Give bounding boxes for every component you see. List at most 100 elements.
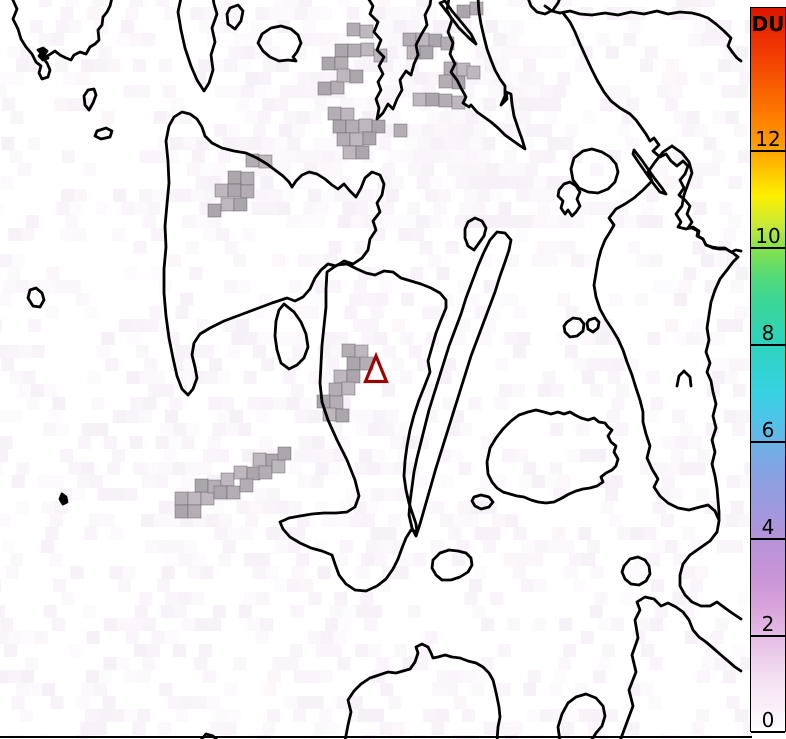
so2-cell-northeast: [419, 45, 434, 60]
coastline-islet-c: [26, 286, 46, 309]
coastline-romblon: [225, 3, 245, 31]
coastline-bicol-west-prong: [367, 0, 433, 121]
so2-cell-northeast: [428, 33, 443, 48]
colorbar-tick: [751, 731, 785, 733]
so2-cell-northeast: [332, 119, 347, 134]
so2-cell-southwest_trail: [174, 491, 189, 506]
colorbar-tick-label: 0: [761, 708, 775, 732]
colorbar-tick-label: 12: [755, 127, 781, 151]
so2-cell-northeast: [342, 145, 357, 160]
so2-cell-southwest_trail: [258, 465, 273, 480]
coastline-leyte-west: [592, 144, 721, 522]
coastline-negros: [278, 262, 448, 593]
coastline-samar-north-coast: [543, 4, 743, 63]
so2-cell-southwest_trail: [187, 504, 202, 519]
colorbar-tick-label: 2: [761, 612, 775, 636]
so2-cell-northeast: [336, 132, 351, 147]
volcano-triangle-marker: [363, 351, 389, 384]
so2-cell-southwest_trail: [277, 446, 292, 461]
so2-cell-northeast: [373, 48, 388, 63]
coastline-mindanao-east: [619, 595, 743, 739]
coastline-sibuyan: [256, 24, 303, 63]
colorbar-tick-label: 6: [761, 418, 775, 442]
so2-cell-northeast: [327, 106, 342, 121]
so2-cell-southwest_trail: [220, 472, 235, 487]
so2-cell-northeast: [355, 145, 370, 160]
coastline-tablas: [176, 0, 219, 93]
colorbar-tick-label: 10: [755, 224, 781, 248]
coastline-islet-a: [82, 87, 98, 112]
so2-cell-northeast: [438, 93, 453, 108]
so2-cell-northeast: [469, 1, 484, 16]
colorbar-tick: [751, 247, 785, 249]
colorbar-unit-label: DU: [751, 12, 785, 36]
coastline-strait-sliver: [631, 148, 668, 196]
background-noise-pixels: [0, 0, 750, 739]
colorbar-tick: [751, 538, 785, 540]
so2-cell-northeast: [466, 65, 481, 80]
so2-cell-northeast: [456, 4, 471, 19]
colorbar-gradient: [751, 8, 785, 731]
so2-cell-southwest_trail: [246, 466, 261, 481]
so2-cell-volcano_area: [346, 369, 361, 384]
so2-cell-northeast: [340, 107, 355, 122]
so2-cell-northeast: [317, 81, 332, 96]
so2-cell-volcano_area: [335, 408, 350, 423]
so2-cell-southwest_trail: [187, 491, 202, 506]
coastline-panay: [162, 110, 386, 397]
so2-cell-northeast: [425, 92, 440, 107]
so2-plume-cells: [174, 1, 484, 519]
coastline-oval-islet-a: [562, 316, 586, 339]
coastline-top-scrap: [527, 0, 561, 16]
coastline-bohol: [485, 408, 620, 505]
so2-cell-southwest_trail: [271, 459, 286, 474]
so2-cell-panay_north: [220, 197, 235, 212]
coastline-biliran: [569, 147, 620, 195]
so2-cell-volcano_area: [341, 381, 356, 396]
coastline-three-lobe-islet: [556, 180, 582, 218]
coastline-leyte-east: [670, 144, 743, 621]
colorbar-tick: [751, 441, 785, 443]
so2-cell-northeast: [358, 118, 373, 133]
coastline-cebu: [407, 230, 513, 538]
so2-cell-northeast: [412, 92, 427, 107]
so2-cell-northeast: [451, 95, 466, 110]
so2-cell-northeast: [402, 32, 417, 47]
so2-cell-southwest_trail: [226, 485, 241, 500]
coastline-siquijor: [430, 548, 474, 582]
so2-cell-northeast: [371, 119, 386, 134]
so2-cell-panay_north: [227, 170, 242, 185]
coastline-bohol-islet: [470, 493, 495, 511]
so2-cell-southwest_trail: [233, 465, 248, 480]
so2-cell-northeast: [346, 22, 361, 37]
map-canvas: [0, 0, 750, 739]
coastline-mindoro: [11, 0, 113, 81]
coastline-mindanao-northwest: [343, 642, 502, 739]
map-bottom-frame: [0, 736, 752, 738]
so2-cell-northeast: [362, 131, 377, 146]
so2-cell-northeast: [360, 42, 375, 57]
so2-cell-southwest_trail: [213, 485, 228, 500]
so2-cell-southwest_trail: [174, 504, 189, 519]
so2-cell-panay_north: [227, 183, 242, 198]
colorbar-tick: [751, 150, 785, 152]
so2-cell-panay_north: [240, 171, 255, 186]
colorbar-tick-label: 4: [761, 515, 775, 539]
so2-cell-northeast: [336, 68, 351, 83]
so2-cell-northeast: [393, 123, 408, 138]
colorbar-tick: [751, 344, 785, 346]
coastline-islet-b: [93, 126, 114, 141]
so2-cell-northeast: [359, 24, 374, 39]
coastline-bicol-east-prong: [445, 0, 527, 151]
so2-cell-northeast: [334, 43, 349, 58]
so2-cell-northeast: [321, 56, 336, 71]
so2-cell-volcano_area: [329, 395, 344, 410]
so2-cell-panay_north: [214, 183, 229, 198]
coastline-mindoro-hook-islet: [36, 46, 50, 62]
so2-cell-northeast: [347, 43, 362, 58]
coastline-guimaras: [273, 302, 310, 371]
coastlines: [11, 0, 743, 739]
so2-cell-volcano_area: [346, 356, 361, 371]
coastline-islet-d: [58, 492, 69, 506]
